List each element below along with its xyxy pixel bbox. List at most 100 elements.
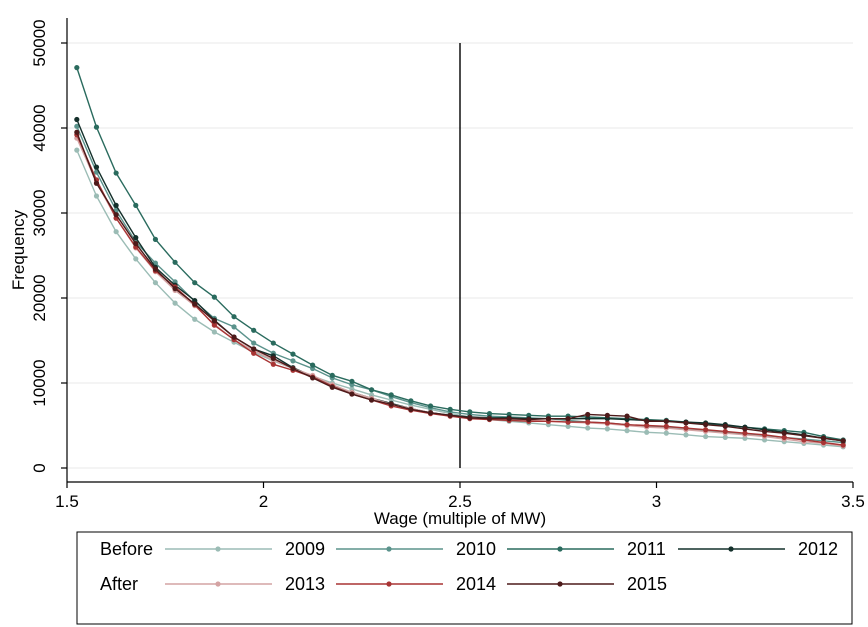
legend-item-2015: 2015	[507, 574, 667, 594]
legend-label: 2009	[285, 539, 325, 559]
data-point	[329, 384, 335, 390]
data-point	[368, 397, 375, 403]
series-group	[74, 65, 846, 450]
data-point	[152, 280, 159, 286]
data-point	[585, 411, 591, 418]
legend-label: 2013	[285, 574, 325, 594]
legend-swatch-marker	[386, 546, 392, 552]
data-point	[270, 340, 276, 346]
legend-swatch-marker	[215, 581, 221, 587]
data-point	[368, 387, 375, 393]
data-point	[231, 324, 237, 330]
data-point	[74, 123, 80, 129]
data-point	[251, 350, 257, 356]
data-point	[172, 286, 178, 292]
data-point	[565, 423, 571, 429]
data-point	[290, 351, 296, 357]
data-point	[133, 241, 139, 247]
data-point	[644, 429, 650, 435]
x-tick-label: 2	[259, 492, 268, 511]
data-point	[113, 202, 119, 208]
legend-label: 2012	[798, 539, 838, 559]
y-tick-label: 10000	[30, 359, 49, 406]
data-point	[722, 434, 728, 440]
legend-box	[76, 531, 853, 625]
data-point	[251, 327, 257, 333]
data-point	[447, 406, 453, 412]
legend-label: 2011	[627, 539, 666, 559]
x-axis-title: Wage (multiple of MW)	[374, 509, 546, 528]
data-point	[93, 124, 100, 130]
legend-item-2013: 2013	[165, 574, 325, 594]
y-axis-title: Frequency	[9, 209, 28, 290]
data-point	[703, 427, 709, 433]
data-point	[113, 229, 119, 235]
legend-row-label: After	[100, 574, 138, 594]
legend-swatch-marker	[557, 546, 563, 552]
data-point	[722, 423, 728, 429]
y-tick-label: 50000	[30, 19, 49, 66]
x-tick-label: 3	[652, 492, 661, 511]
data-point	[467, 409, 473, 415]
data-point	[624, 413, 630, 419]
series-line-2014	[76, 134, 844, 446]
data-point	[801, 437, 807, 443]
data-point	[152, 236, 159, 242]
data-point	[447, 412, 453, 418]
legend-swatch-marker	[728, 546, 734, 552]
data-point	[683, 420, 689, 426]
data-point	[427, 403, 434, 409]
data-point	[388, 401, 394, 407]
data-point	[408, 406, 414, 412]
data-point	[644, 418, 650, 424]
data-point	[663, 423, 669, 429]
data-point	[604, 420, 610, 426]
legend-item-2014: 2014	[336, 574, 496, 594]
data-point	[644, 422, 650, 429]
legend-row-label: Before	[100, 539, 153, 559]
data-point	[211, 322, 217, 328]
data-point	[211, 294, 217, 300]
data-point	[74, 116, 80, 123]
legend-swatch-marker	[215, 546, 221, 552]
data-point	[663, 430, 669, 436]
data-point	[74, 65, 80, 71]
data-point	[290, 365, 296, 372]
data-point	[93, 180, 100, 186]
data-point	[290, 358, 296, 364]
data-point	[801, 433, 807, 439]
data-point	[683, 425, 689, 431]
data-point	[251, 346, 257, 352]
data-point	[604, 426, 610, 432]
data-point	[231, 334, 237, 340]
data-point	[74, 129, 80, 135]
legend-label: 2015	[627, 574, 667, 594]
legend-item-2012: 2012	[678, 539, 838, 559]
data-point	[761, 428, 768, 435]
data-point	[427, 410, 434, 416]
data-point	[486, 411, 493, 417]
data-point	[93, 164, 100, 170]
data-point	[310, 362, 316, 368]
data-point	[722, 428, 728, 435]
data-point	[624, 428, 630, 434]
data-point	[388, 392, 394, 398]
x-tick-label: 3.5	[841, 492, 865, 511]
series-line-2015	[76, 131, 844, 442]
data-point	[506, 416, 512, 422]
data-point	[820, 435, 827, 441]
legend-item-2009: 2009	[165, 539, 325, 559]
data-point	[270, 355, 276, 361]
x-tick-label: 2.5	[448, 492, 472, 511]
data-point	[781, 434, 787, 440]
y-tick-label: 30000	[30, 189, 49, 236]
data-point	[683, 432, 689, 438]
legend-item-2011: 2011	[507, 539, 666, 559]
y-tick-label: 40000	[30, 104, 49, 151]
legend-label: 2014	[456, 574, 496, 594]
data-point	[663, 418, 669, 424]
data-point	[742, 430, 748, 436]
data-point	[192, 280, 198, 286]
